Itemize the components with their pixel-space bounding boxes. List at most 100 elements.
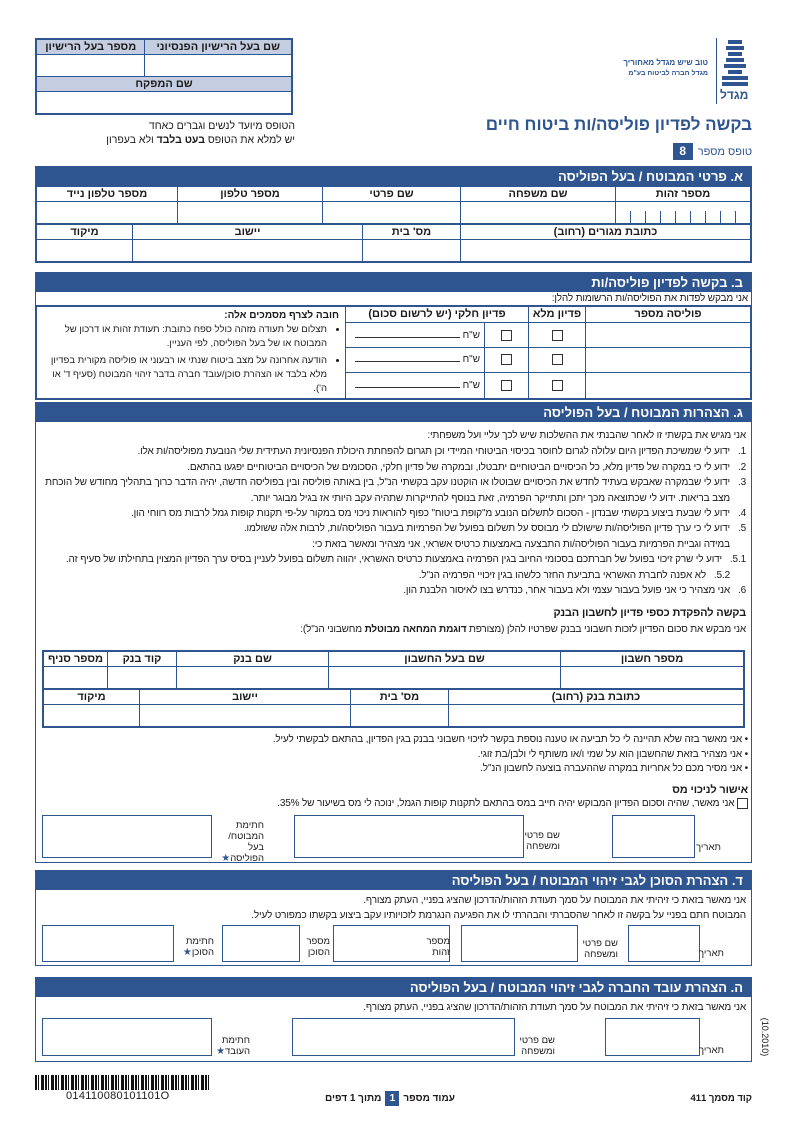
migdal-logo: מגדל	[716, 38, 752, 104]
bank-house-number-field[interactable]	[350, 704, 449, 727]
city-label: יישוב	[132, 224, 363, 240]
page-number-badge: 1	[385, 1091, 400, 1106]
account-number-field[interactable]	[560, 666, 744, 689]
zip-field[interactable]	[36, 239, 133, 262]
employee-date-field[interactable]	[605, 1018, 700, 1056]
declaration-item: 3. ידוע לי שבמקרה שאבקש בעתיד לחדש את הכי…	[45, 477, 746, 504]
bank-code-label: קוד בנק	[107, 651, 177, 667]
license-box: שם בעל הרישיון הפנסיוני מספר בעל הרישיון …	[35, 38, 293, 115]
currency-label: ש"ח	[462, 329, 480, 341]
section-b-title: ב. בקשה לפדיון פוליסה/ות	[36, 273, 751, 292]
city-field[interactable]	[132, 239, 363, 262]
bank-name-label: שם בנק	[176, 651, 329, 667]
declaration-item: 4. ידוע לי שבעת ביצוע בקשתי שבנדון - הסכו…	[130, 508, 746, 520]
form-number-label: טופס מספר	[697, 145, 752, 158]
first-name-field[interactable]	[322, 201, 461, 224]
supervisor-field[interactable]	[36, 91, 292, 114]
section-redemption-request: ב. בקשה לפדיון פוליסה/ות אני מבקש לפדות …	[35, 272, 752, 400]
agent-date-field[interactable]	[628, 925, 700, 962]
employee-signature-label: חתימת העובד★	[216, 1035, 250, 1057]
tax-consent: אני מאשר, שהיה וסכום הפדיון המבוקש יהיה …	[40, 797, 748, 812]
bank-street-label: כתובת בנק (רחוב)	[448, 689, 744, 705]
partial-amount-field[interactable]	[354, 361, 460, 363]
licensee-name-field[interactable]	[144, 54, 292, 77]
account-holder-field[interactable]	[328, 666, 561, 689]
id-field[interactable]	[615, 201, 751, 224]
policy-number-field[interactable]	[585, 321, 751, 349]
form-version: (10.2010)	[760, 1017, 770, 1057]
mobile-field[interactable]	[36, 201, 178, 224]
bank-bullet: • אני מסיר מכם כל אחריות במקרה שההעברה ב…	[480, 763, 748, 774]
agent-signature-field[interactable]	[42, 925, 174, 962]
full-redemption-checkbox[interactable]	[551, 379, 563, 391]
full-redemption-checkbox[interactable]	[551, 354, 563, 366]
mobile-label: מספר טלפון נייד	[36, 186, 178, 202]
street-field[interactable]	[460, 239, 751, 262]
declaration-item: 6. אני מצהיר כי אני פועל בעבור עצמי ולא ב…	[403, 585, 746, 597]
phone-field[interactable]	[177, 201, 323, 224]
agent-line-1: אני מאשר בזאת כי זיהיתי את המבוטח על סמך…	[363, 895, 746, 906]
branch-number-field[interactable]	[43, 666, 108, 689]
bank-code-field[interactable]	[107, 666, 177, 689]
partial-amount-field[interactable]	[354, 336, 460, 338]
policy-number-field[interactable]	[585, 347, 751, 373]
bank-street-field[interactable]	[448, 704, 744, 727]
bank-city-label: יישוב	[139, 689, 351, 705]
currency-label: ש"ח	[462, 379, 480, 391]
employee-line-1: אני מאשר בזאת כי זיהיתי את המבוטח על סמך…	[363, 1002, 746, 1013]
zip-label: מיקוד	[36, 224, 133, 240]
insured-signature-field[interactable]	[42, 815, 212, 858]
bank-city-field[interactable]	[139, 704, 351, 727]
bank-name-field[interactable]	[176, 666, 329, 689]
agent-full-name-field[interactable]	[461, 925, 578, 962]
agent-id-label: מספר זהות	[426, 936, 450, 958]
last-name-field[interactable]	[460, 201, 616, 224]
first-name-label: שם פרטי	[322, 186, 461, 202]
licensee-number-field[interactable]	[35, 54, 146, 77]
page-label: עמוד מספר	[403, 1093, 455, 1104]
date-field[interactable]	[612, 815, 695, 858]
partial-redemption-checkbox[interactable]	[501, 379, 512, 391]
tax-consent-checkbox[interactable]	[737, 797, 748, 809]
document-code: קוד מסמך 411	[690, 1093, 752, 1104]
logo-subline: מגדל חברה לביטוח בע"מ	[628, 70, 708, 77]
employee-full-name-field[interactable]	[292, 1018, 515, 1056]
section-d-title: ד. הצהרת הסוכן לגבי זיהוי המבוטח / בעל ה…	[36, 871, 751, 890]
full-name-field[interactable]	[294, 815, 524, 858]
tax-title: אישור לניכוי מס	[672, 783, 748, 796]
agent-id-field[interactable]	[333, 925, 450, 962]
house-number-field[interactable]	[362, 239, 461, 262]
agent-number-field[interactable]	[222, 925, 300, 962]
tower-icon	[716, 38, 748, 104]
section-a-title: א. פרטי המבוטח / בעל הפוליסה	[36, 167, 751, 186]
star-icon: ★	[182, 947, 192, 958]
licensee-name-label: שם בעל הרישיון הפנסיוני	[144, 39, 292, 55]
policy-number-label: פוליסה מספר	[585, 306, 751, 323]
document-item: תצלום של תעודה מזהה כולל ספח כתובת: תעוד…	[43, 323, 327, 351]
partial-redemption-checkbox[interactable]	[501, 354, 512, 366]
declaration-item: 1. ידוע לי שמשיכת הפדיון היום עלולה לגרום…	[137, 446, 746, 458]
employee-signature-field[interactable]	[42, 1018, 212, 1056]
employee-date-label: תאריך	[699, 1045, 724, 1056]
bank-bullet: • אני מצהיר בזאת שהחשבון הוא על שמי ו/או…	[477, 748, 748, 760]
bank-zip-field[interactable]	[43, 704, 140, 727]
star-icon: ★	[216, 1046, 226, 1057]
partial-redemption-checkbox[interactable]	[501, 329, 512, 341]
barcode-number: 014110080101101O	[66, 1090, 170, 1102]
logo-name: מגדל	[720, 88, 749, 102]
barcode	[35, 1075, 211, 1090]
page-of: מתוך 1 דפים	[325, 1093, 382, 1104]
policy-number-field[interactable]	[585, 371, 751, 400]
bank-details-table: מספר חשבון שם בעל החשבון שם בנק קוד בנק מספר…	[42, 650, 745, 728]
id-label: מספר זהות	[615, 186, 751, 202]
last-name-label: שם משפחה	[460, 186, 616, 202]
section-insured-details: א. פרטי המבוטח / בעל הפוליסה מספר זהות שם…	[35, 166, 752, 263]
bank-house-number-label: מס' בית	[350, 689, 449, 705]
full-redemption-checkbox[interactable]	[551, 329, 563, 341]
phone-label: מספר טלפון	[177, 186, 323, 202]
partial-amount-field[interactable]	[354, 386, 460, 388]
declaration-subitem: 5.1. ידוע לי שרק זיכוי בפועל של חברתכם בס…	[65, 554, 746, 566]
account-holder-label: שם בעל החשבון	[328, 651, 561, 667]
required-documents-title: חובה לצרף מסמכים אלה:	[224, 310, 339, 321]
declaration-intro: אני מגיש את בקשתי זו לאחר שהבנתי את ההשל…	[427, 430, 746, 441]
